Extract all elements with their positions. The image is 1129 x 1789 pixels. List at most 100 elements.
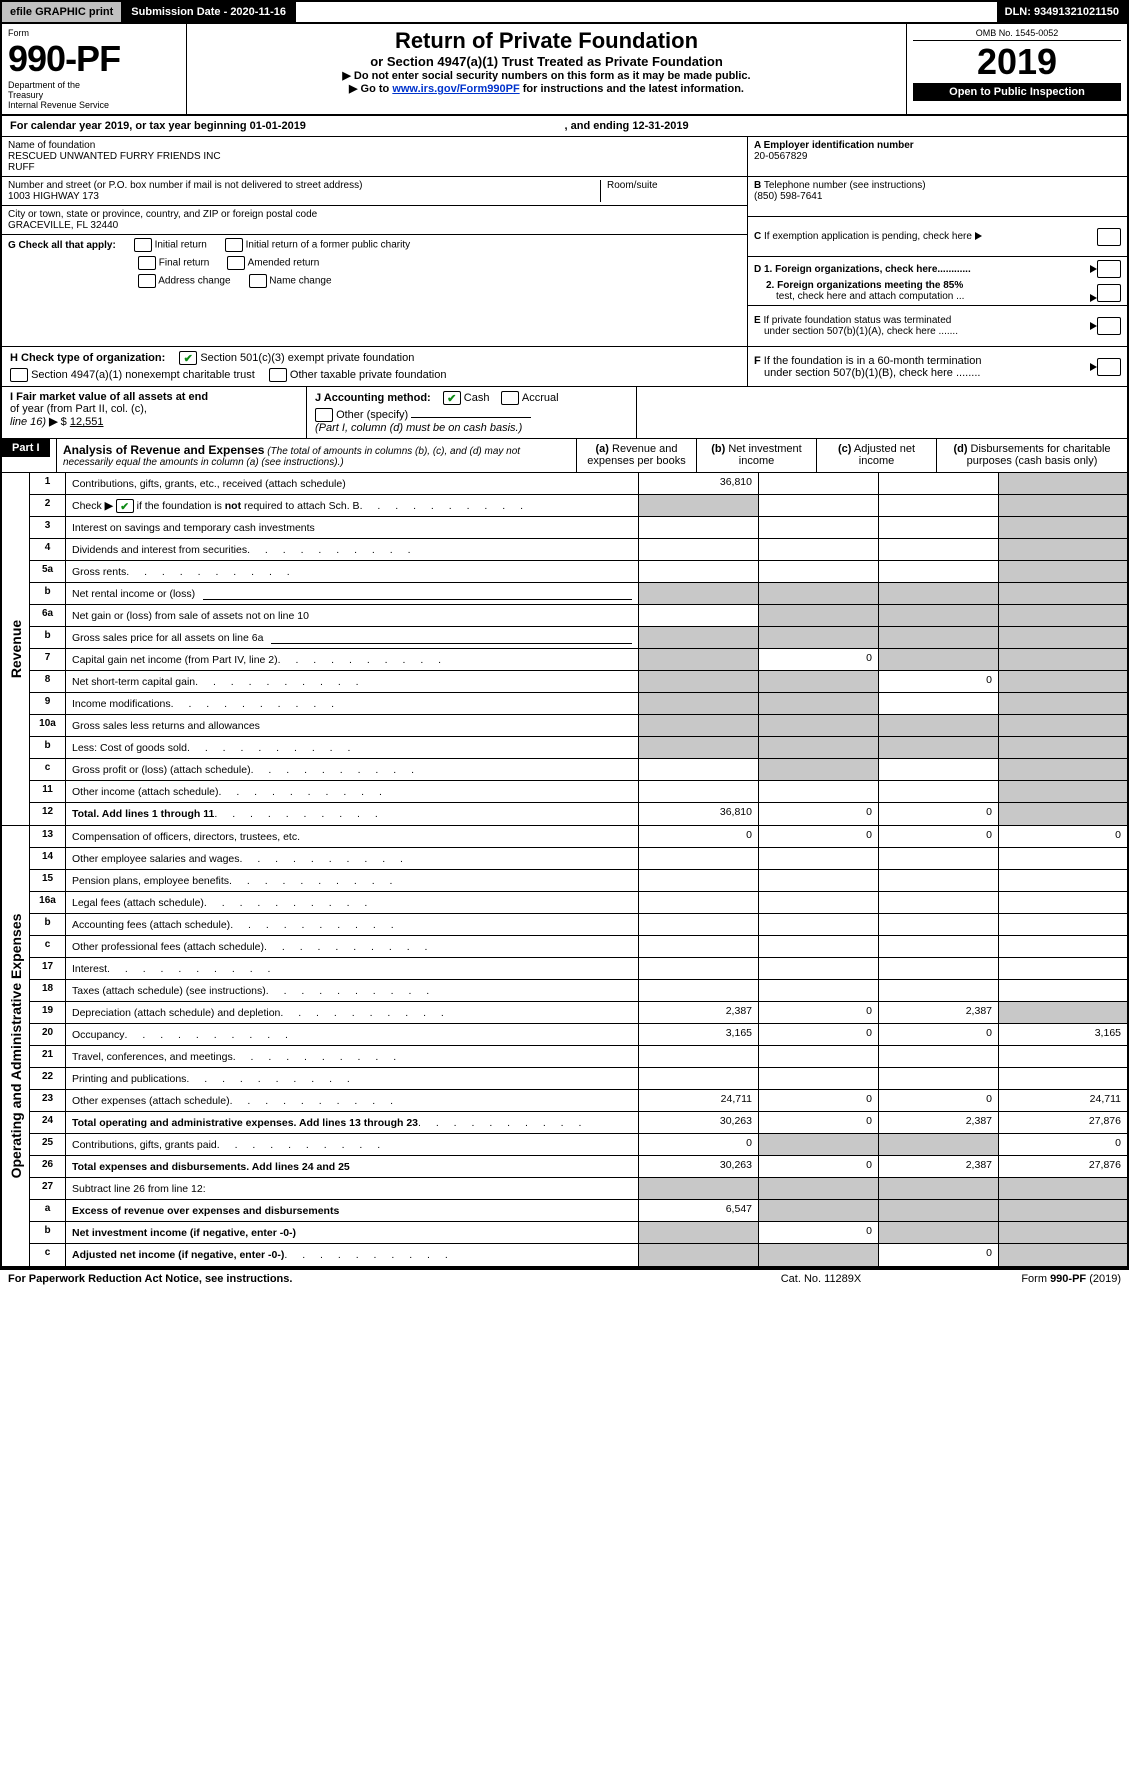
dept-line-1: Department of the: [8, 80, 180, 90]
table-row: 21Travel, conferences, and meetings . . …: [30, 1046, 1127, 1068]
table-row: 7Capital gain net income (from Part IV, …: [30, 649, 1127, 671]
cell-a: [639, 605, 759, 626]
cell-a: [639, 1178, 759, 1199]
checkbox-address-change[interactable]: [138, 274, 156, 288]
checkbox-c[interactable]: [1097, 228, 1121, 246]
row-number: 26: [30, 1156, 66, 1177]
cell-a: [639, 1244, 759, 1266]
cell-b: [759, 958, 879, 979]
g-label: G Check all that apply:: [8, 240, 116, 251]
omb-number: OMB No. 1545-0052: [913, 28, 1121, 41]
cell-c: [879, 848, 999, 869]
cell-a: [639, 892, 759, 913]
checkbox-501c3[interactable]: ✔: [179, 351, 197, 365]
row-number: 6a: [30, 605, 66, 626]
checkbox-f[interactable]: [1097, 358, 1121, 376]
cell-c: [879, 561, 999, 582]
e-cell: E If private foundation status was termi…: [748, 306, 1127, 346]
cell-b: [759, 671, 879, 692]
cell-d: [999, 649, 1127, 670]
cell-c: [879, 473, 999, 494]
checkbox-e[interactable]: [1097, 317, 1121, 335]
cell-c: 2,387: [879, 1112, 999, 1133]
checkbox-cash[interactable]: ✔: [443, 391, 461, 405]
checkbox-4947[interactable]: [10, 368, 28, 382]
row-number: c: [30, 936, 66, 957]
checkbox-initial-return[interactable]: [134, 238, 152, 252]
dept-line-3: Internal Revenue Service: [8, 100, 180, 110]
checkbox-d2[interactable]: [1097, 284, 1121, 302]
cal-mid: , and ending: [565, 120, 633, 132]
row-desc: Gross sales less returns and allowances: [66, 715, 639, 736]
goto-post: for instructions and the latest informat…: [520, 83, 744, 95]
efile-print-button[interactable]: efile GRAPHIC print: [2, 2, 123, 22]
row-desc: Legal fees (attach schedule) . . . . . .…: [66, 892, 639, 913]
table-row: 12Total. Add lines 1 through 11 . . . . …: [30, 803, 1127, 825]
cell-d: [999, 473, 1127, 494]
addr-label: Number and street (or P.O. box number if…: [8, 180, 594, 191]
checkbox-other-method[interactable]: [315, 408, 333, 422]
cell-a: 2,387: [639, 1002, 759, 1023]
cell-c: [879, 1134, 999, 1155]
goto-pre: Go to: [361, 83, 393, 95]
row-number: 20: [30, 1024, 66, 1045]
cell-a: [639, 627, 759, 648]
table-row: 10aGross sales less returns and allowanc…: [30, 715, 1127, 737]
row-desc: Gross rents . . . . . . . . . .: [66, 561, 639, 582]
checkbox-name-change[interactable]: [249, 274, 267, 288]
checkbox-other-taxable[interactable]: [269, 368, 287, 382]
checkbox-final-return[interactable]: [138, 256, 156, 270]
cell-b: [759, 583, 879, 604]
checkbox-accrual[interactable]: [501, 391, 519, 405]
cell-a: [639, 781, 759, 802]
row-desc: Contributions, gifts, grants paid . . . …: [66, 1134, 639, 1155]
id-left: Name of foundation RESCUED UNWANTED FURR…: [2, 137, 747, 346]
form-goto: ▶ Go to www.irs.gov/Form990PF for instru…: [193, 82, 900, 95]
checkbox-initial-former[interactable]: [225, 238, 243, 252]
cell-c: [879, 1222, 999, 1243]
cal-pre: For calendar year 2019, or tax year begi…: [10, 120, 250, 132]
ein-cell: A Employer identification number 20-0567…: [748, 137, 1127, 177]
row-number: 11: [30, 781, 66, 802]
cell-c: [879, 715, 999, 736]
cell-c: [879, 892, 999, 913]
col-b1: (b): [711, 443, 725, 455]
g-o5: Address change: [158, 276, 230, 287]
cell-a: [639, 737, 759, 758]
cell-c: 0: [879, 671, 999, 692]
row-number: b: [30, 1222, 66, 1243]
table-row: 24Total operating and administrative exp…: [30, 1112, 1127, 1134]
page-footer: For Paperwork Reduction Act Notice, see …: [0, 1270, 1129, 1288]
j-label: J Accounting method:: [315, 392, 431, 404]
cell-d: [999, 715, 1127, 736]
cell-a: [639, 759, 759, 780]
arrow-icon-e: [1090, 322, 1097, 330]
cell-b: 0: [759, 1222, 879, 1243]
checkbox-d1[interactable]: [1097, 260, 1121, 278]
row-desc: Net short-term capital gain . . . . . . …: [66, 671, 639, 692]
table-row: cGross profit or (loss) (attach schedule…: [30, 759, 1127, 781]
city-label: City or town, state or province, country…: [8, 209, 741, 220]
cell-c: [879, 1200, 999, 1221]
irs-link[interactable]: www.irs.gov/Form990PF: [392, 83, 519, 95]
row-number: a: [30, 1200, 66, 1221]
footer-mid: Cat. No. 11289X: [721, 1273, 921, 1285]
submission-date-button[interactable]: Submission Date - 2020-11-16: [123, 2, 296, 22]
row-desc: Contributions, gifts, grants, etc., rece…: [66, 473, 639, 494]
row-number: 22: [30, 1068, 66, 1089]
city-value: GRACEVILLE, FL 32440: [8, 220, 741, 231]
street-address: 1003 HIGHWAY 173: [8, 191, 594, 202]
cell-d: 0: [999, 826, 1127, 847]
row-desc: Total operating and administrative expen…: [66, 1112, 639, 1133]
row-desc: Pension plans, employee benefits . . . .…: [66, 870, 639, 891]
tax-year: 2019: [913, 41, 1121, 83]
row-number: 27: [30, 1178, 66, 1199]
arrow-icon-d1: [1090, 265, 1097, 273]
cell-c: [879, 914, 999, 935]
checkbox-amended[interactable]: [227, 256, 245, 270]
j-other: Other (specify): [336, 409, 408, 421]
row-desc: Other expenses (attach schedule) . . . .…: [66, 1090, 639, 1111]
row-number: 8: [30, 671, 66, 692]
checkbox-sch-b[interactable]: ✔: [116, 499, 134, 513]
j-cell: J Accounting method: ✔ Cash Accrual Othe…: [307, 387, 637, 438]
